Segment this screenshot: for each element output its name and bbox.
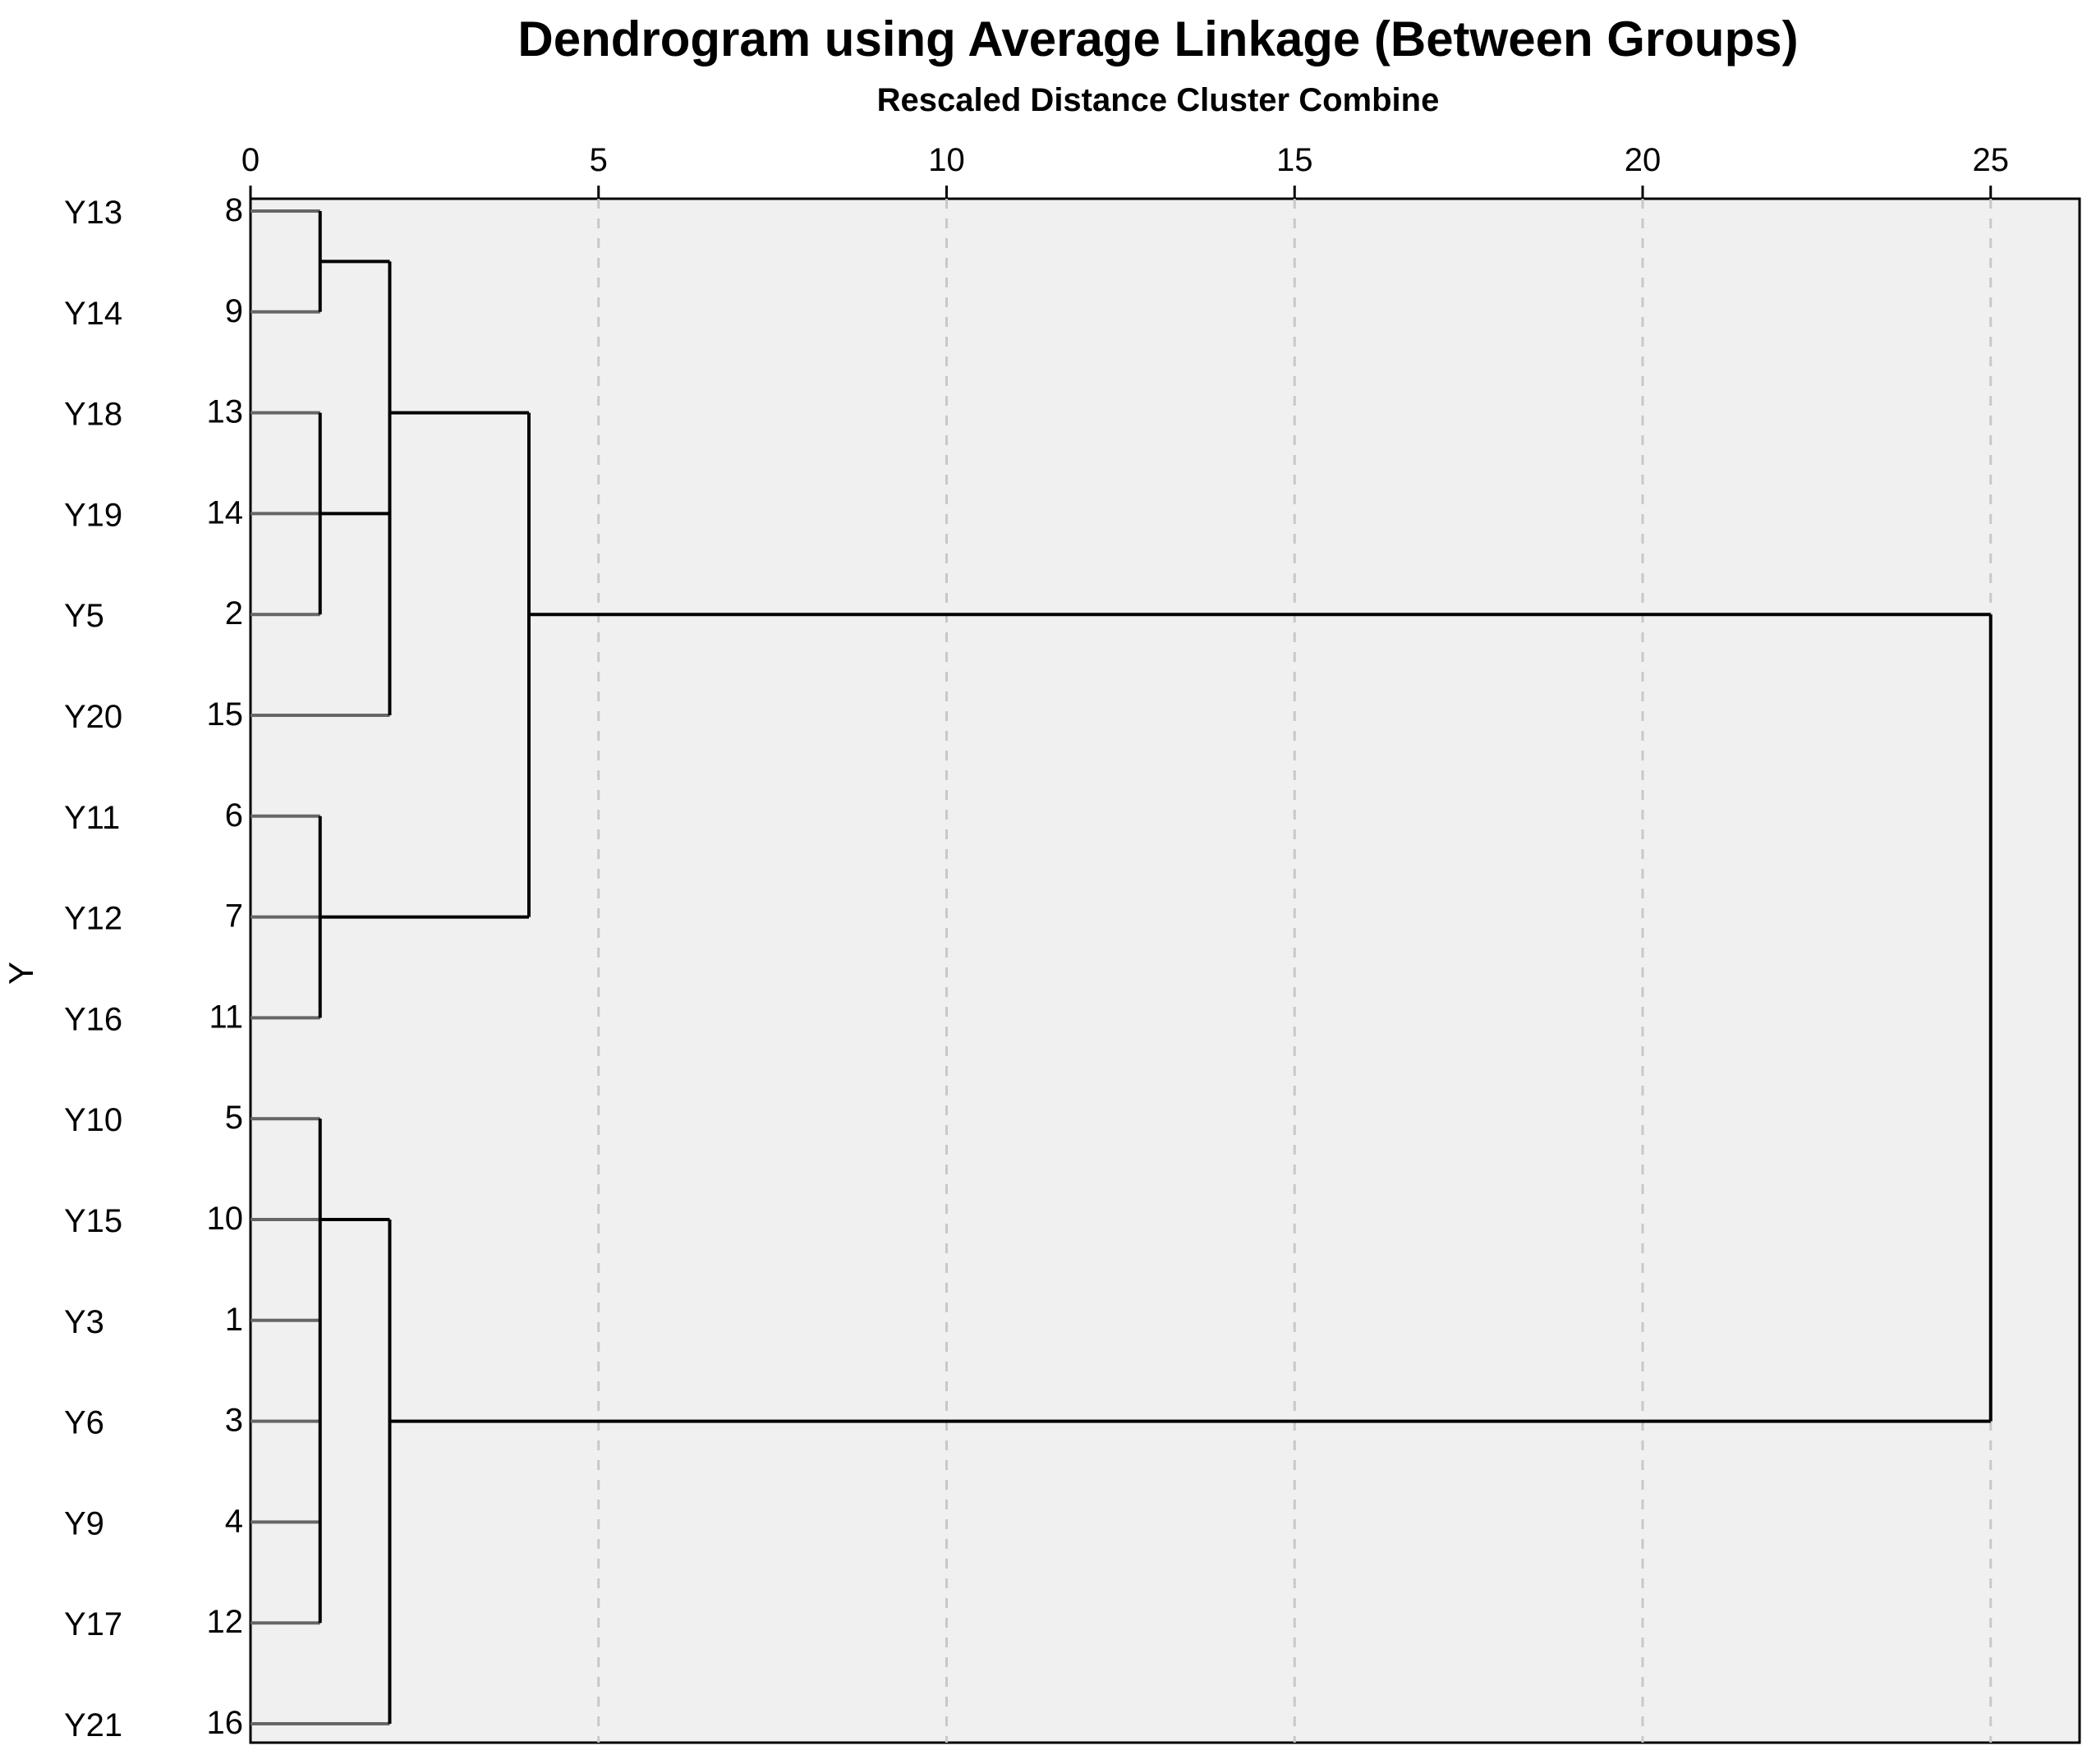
leaf-case-number-15: 16 xyxy=(207,1705,244,1741)
x-tick-label-5: 25 xyxy=(1973,142,2010,178)
leaf-case-number-1: 9 xyxy=(225,293,243,329)
leaf-case-number-14: 12 xyxy=(207,1604,244,1640)
leaf-label-6: Y11 xyxy=(64,800,120,836)
leaf-label-13: Y9 xyxy=(64,1505,104,1541)
x-tick-label-1: 5 xyxy=(590,142,608,178)
leaf-case-number-5: 15 xyxy=(207,696,244,733)
leaf-case-number-6: 6 xyxy=(225,797,243,834)
chart-subtitle: Rescaled Distance Cluster Combine xyxy=(877,82,1440,118)
leaf-label-14: Y17 xyxy=(64,1606,122,1642)
leaf-case-number-12: 3 xyxy=(225,1403,243,1439)
x-tick-label-4: 20 xyxy=(1625,142,1662,178)
leaf-label-11: Y3 xyxy=(64,1304,104,1340)
plot-area xyxy=(249,197,2081,1744)
leaf-case-number-2: 13 xyxy=(207,394,244,430)
leaf-label-5: Y20 xyxy=(64,699,122,735)
dendrogram-links xyxy=(251,209,1993,1725)
leaf-label-9: Y10 xyxy=(64,1102,122,1138)
leaf-case-number-4: 2 xyxy=(225,595,243,632)
leaf-case-number-7: 7 xyxy=(225,898,243,935)
x-tick-label-3: 15 xyxy=(1276,142,1313,178)
leaf-case-number-10: 10 xyxy=(207,1201,244,1237)
leaf-label-4: Y5 xyxy=(64,598,104,634)
leaf-label-1: Y14 xyxy=(64,296,122,332)
leaf-label-2: Y18 xyxy=(64,397,122,433)
leaf-case-number-13: 4 xyxy=(225,1503,243,1539)
leaf-case-number-11: 1 xyxy=(225,1302,243,1338)
leaf-label-10: Y15 xyxy=(64,1203,122,1239)
leaf-label-12: Y6 xyxy=(64,1405,104,1441)
y-axis-label: Y xyxy=(2,962,40,985)
x-tick-label-2: 10 xyxy=(928,142,965,178)
leaf-case-number-0: 8 xyxy=(225,192,243,228)
chart-title: Dendrogram using Average Linkage (Betwee… xyxy=(517,11,1798,67)
leaf-case-number-3: 14 xyxy=(207,494,244,531)
leaf-case-number-8: 11 xyxy=(209,999,243,1035)
leaf-case-number-9: 5 xyxy=(225,1100,243,1136)
leaf-label-8: Y16 xyxy=(64,1001,122,1037)
x-axis-ticks: 0 5 10 15 20 25 xyxy=(241,142,2009,199)
x-tick-label-0: 0 xyxy=(241,142,260,178)
leaf-label-0: Y13 xyxy=(64,195,122,231)
leaf-label-3: Y19 xyxy=(64,497,122,533)
leaf-label-15: Y21 xyxy=(64,1707,122,1743)
leaf-label-7: Y12 xyxy=(64,901,122,937)
